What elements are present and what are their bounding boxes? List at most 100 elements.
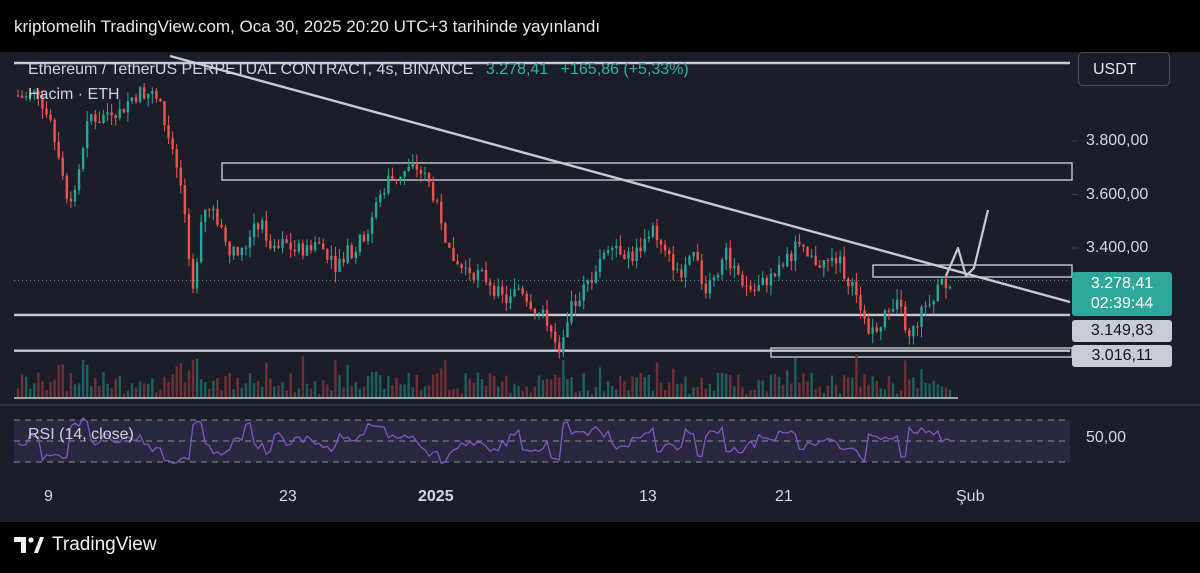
volume-bar [448, 389, 451, 398]
volume-bar [130, 383, 134, 398]
volume-bar [505, 375, 508, 398]
volume-bar [464, 373, 467, 398]
candle-body [134, 97, 138, 102]
candle-body [248, 236, 252, 248]
volume-bar [838, 393, 842, 398]
candle-body [49, 114, 52, 120]
candle-body [810, 255, 813, 257]
candle-body [159, 98, 162, 102]
candle-body [476, 270, 480, 280]
candle-body [322, 243, 325, 250]
volume-bar [741, 386, 744, 398]
volume-bar [379, 374, 382, 398]
candle-body [830, 257, 834, 261]
volume-bar [790, 383, 793, 398]
volume-bar [749, 390, 752, 398]
candle-body [444, 223, 447, 243]
volume-bar [647, 375, 651, 398]
candle-body [533, 308, 537, 314]
tradingview-logo[interactable]: TradingView [14, 534, 157, 556]
candle-body [118, 108, 121, 118]
candle-body [517, 288, 520, 290]
candle-body [464, 267, 467, 269]
volume-bar [501, 381, 504, 398]
price-chart[interactable] [0, 52, 1200, 522]
volume-bar [142, 383, 146, 398]
candle-body [163, 101, 166, 126]
candle-body [155, 90, 158, 99]
candle-body [859, 295, 862, 311]
volume-bar [387, 375, 390, 398]
volume-bar [265, 362, 268, 398]
candle-body [440, 201, 443, 224]
volume-bar [456, 388, 459, 398]
volume-bar [452, 388, 455, 398]
candle-body [541, 309, 545, 313]
volume-bar [187, 370, 191, 398]
volume-bar [293, 392, 296, 398]
candle-body [627, 251, 630, 259]
candle-body [708, 280, 712, 294]
candle-body [370, 217, 374, 234]
candle-body [501, 286, 504, 295]
candle-body [407, 166, 410, 171]
candle-body [586, 280, 589, 285]
volume-bar [757, 380, 760, 398]
volume-bar [708, 383, 712, 398]
candle-body [598, 258, 602, 272]
volume-bar [537, 375, 541, 398]
volume-bar [834, 384, 838, 398]
volume-bar [73, 384, 77, 398]
candle-body [566, 322, 569, 338]
candle-body [509, 296, 512, 304]
candle-body [904, 306, 907, 331]
candle-body [720, 259, 724, 275]
candle-body [786, 253, 789, 266]
candle-body [611, 248, 614, 251]
volume-bar [851, 377, 854, 398]
candle-body [635, 247, 638, 262]
candle-body [802, 244, 805, 247]
candle-body [655, 225, 659, 241]
volume-bar [863, 374, 866, 398]
volume-bar [712, 390, 716, 398]
candle-body [289, 242, 292, 250]
rsi-tick-label: 50,00 [1086, 429, 1127, 446]
volume-bar [366, 376, 370, 398]
y-tick-label: 3.800,00 [1086, 132, 1149, 149]
candle-body [484, 270, 488, 282]
volume-bar [317, 393, 321, 398]
volume-bar [118, 375, 121, 398]
candle-body [415, 164, 419, 170]
candle-body [814, 255, 817, 266]
volume-bar [260, 386, 264, 398]
symbol-label: Ethereum / TetherUS PERPETUAL CONTRACT, … [28, 61, 474, 78]
volume-bar [761, 380, 764, 398]
candle-body [216, 208, 219, 225]
volume-bar [41, 381, 44, 398]
candle-body [224, 227, 227, 242]
candle-body [680, 269, 683, 278]
candle-body [395, 178, 398, 180]
candle-body [513, 289, 516, 297]
candle-body [932, 301, 935, 305]
candle-body [334, 255, 337, 272]
volume-bar [61, 364, 64, 398]
volume-bar [696, 387, 699, 398]
candle-body [285, 239, 288, 243]
candle-body [81, 148, 85, 169]
currency-button[interactable]: USDT [1078, 52, 1170, 86]
candle-body [545, 309, 549, 326]
candle-body [260, 220, 264, 230]
volume-bar [920, 369, 923, 398]
volume-bar [643, 376, 646, 398]
candle-body [130, 97, 134, 102]
legend-change: +165,86 (+5,33%) [560, 61, 689, 78]
candle-body [753, 289, 756, 291]
volume-bar [301, 356, 305, 398]
volume-bar [822, 392, 826, 398]
candle-body [399, 176, 402, 180]
volume-bar [362, 386, 366, 398]
volume-bar [16, 388, 20, 398]
volume-bar [216, 378, 219, 398]
